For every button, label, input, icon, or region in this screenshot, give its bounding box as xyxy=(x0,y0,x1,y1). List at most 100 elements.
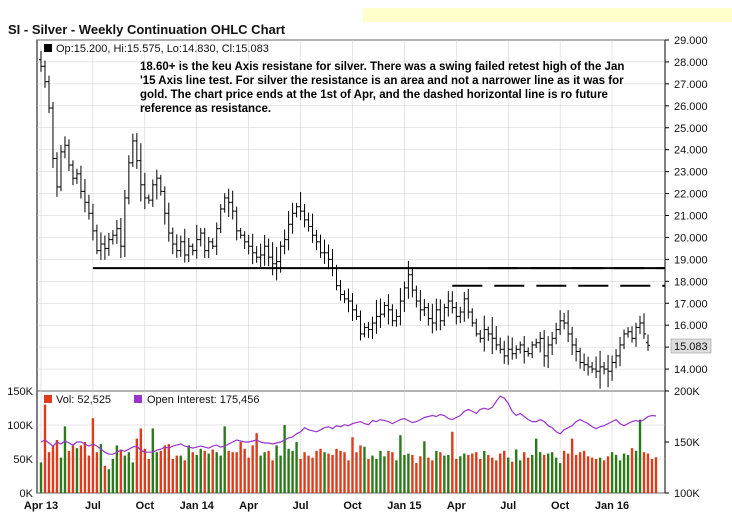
ohlc-bar xyxy=(430,303,435,334)
volume-tick-label: 100K xyxy=(7,420,33,432)
volume-bar xyxy=(315,450,318,493)
ohlc-bar xyxy=(582,353,587,371)
price-tick-label: 28.000 xyxy=(674,57,708,69)
volume-bar xyxy=(87,455,91,493)
ohlc-bar xyxy=(586,356,591,376)
ohlc-bar xyxy=(250,233,255,265)
volume-bar xyxy=(99,444,103,493)
volume-bar xyxy=(247,457,250,493)
top-highlight-strip xyxy=(363,8,732,22)
volume-bar xyxy=(451,431,454,493)
date-tick-label: Apr xyxy=(447,500,467,512)
volume-tick-label: 50K xyxy=(13,454,33,466)
volume-bar xyxy=(203,450,206,493)
price-axis-labels: 29.000 28.000 27.000 26.000 25.000 24.000 23.0… xyxy=(665,35,708,376)
volume-bar xyxy=(251,445,254,493)
volume-bar xyxy=(347,460,350,493)
volume-bar xyxy=(403,454,406,493)
ohlc-bar xyxy=(206,236,211,259)
volume-bar xyxy=(307,455,310,493)
volume-bar xyxy=(119,449,123,493)
volume-bar xyxy=(495,460,498,493)
volume-bar xyxy=(391,452,394,493)
ohlc-bar xyxy=(558,310,563,335)
ohlc-bar xyxy=(66,139,71,172)
volume-bar xyxy=(295,442,298,493)
volume-bar xyxy=(499,453,502,493)
oi-tick-label: 100K xyxy=(674,488,700,500)
ohlc-bar xyxy=(154,169,159,200)
price-tick-label: 21.000 xyxy=(674,211,708,223)
volume-bar xyxy=(279,455,282,493)
volume-bar xyxy=(471,453,474,493)
ohlc-bar xyxy=(614,349,619,369)
price-tick-label: 22.000 xyxy=(674,189,708,201)
volume-bar xyxy=(339,450,342,493)
volume-axis-labels-left: 150K 100K 50K 0K xyxy=(7,386,33,500)
ohlc-bar xyxy=(638,315,643,335)
volume-bar xyxy=(530,454,534,493)
ohlc-bar xyxy=(190,243,195,256)
ohlc-bar xyxy=(246,234,251,255)
volume-bar xyxy=(395,460,398,493)
ohlc-bar xyxy=(126,155,131,205)
ohlc-bar xyxy=(514,345,519,359)
ohlc-bar xyxy=(306,212,311,232)
chart-title: SI - Silver - Weekly Continuation OHLC C… xyxy=(8,22,286,37)
ohlc-bar xyxy=(598,350,603,389)
volume-bar xyxy=(239,442,242,493)
ohlc-bar xyxy=(82,179,87,213)
volume-bar xyxy=(534,438,538,493)
volume-bar xyxy=(511,461,514,493)
ohlc-bar xyxy=(254,246,259,263)
price-tick-label: 18.000 xyxy=(674,276,708,288)
volume-bar xyxy=(598,457,602,493)
ohlc-bar xyxy=(370,316,375,339)
volume-bar xyxy=(211,449,214,493)
ohlc-bar xyxy=(142,172,147,210)
ohlc-bar xyxy=(526,347,531,357)
volume-bar xyxy=(335,448,338,493)
ohlc-bar xyxy=(406,260,411,299)
volume-bar xyxy=(407,453,410,493)
price-tick-label: 26.000 xyxy=(674,101,708,113)
volume-bar xyxy=(415,463,418,493)
ohlc-bar xyxy=(198,227,203,247)
volume-bar xyxy=(523,452,526,493)
volume-bar xyxy=(594,459,598,493)
ohlc-bar xyxy=(470,308,475,327)
ohlc-bar xyxy=(338,280,343,301)
volume-bar xyxy=(363,446,366,493)
volume-bar xyxy=(275,445,278,493)
volume-bar xyxy=(463,453,466,493)
ohlc-bar xyxy=(54,152,59,197)
volume-bar xyxy=(55,439,59,493)
ohlc-bar xyxy=(366,321,371,338)
ohlc-bar xyxy=(210,238,215,250)
volume-bar xyxy=(578,452,582,493)
volume-bar xyxy=(151,428,155,493)
ohlc-bar xyxy=(114,219,119,244)
volume-bar xyxy=(135,438,139,493)
volume-bar xyxy=(243,448,246,493)
volume-bar xyxy=(227,450,230,493)
ohlc-bar xyxy=(418,290,423,321)
ohlc-bar xyxy=(290,202,295,234)
ohlc-bar xyxy=(230,190,235,220)
volume-legend-swatch xyxy=(44,395,52,403)
ohlc-bar xyxy=(294,202,299,218)
volume-bar xyxy=(235,452,238,493)
volume-bar xyxy=(71,445,75,493)
volume-bar xyxy=(399,435,402,493)
volume-bar xyxy=(63,426,67,493)
price-tick-label: 20.000 xyxy=(674,232,708,244)
volume-legend-text: Vol: 52,525 xyxy=(56,394,111,406)
volume-bar xyxy=(646,453,650,493)
oi-legend-text: Open Interest: 175,456 xyxy=(147,394,260,406)
volume-bar xyxy=(538,452,542,493)
volume-bar xyxy=(614,454,618,493)
ohlc-bar xyxy=(146,194,151,204)
price-tick-label: 29.000 xyxy=(674,35,708,47)
date-tick-label: Jan 15 xyxy=(387,500,421,512)
ohlc-bar xyxy=(434,298,439,331)
